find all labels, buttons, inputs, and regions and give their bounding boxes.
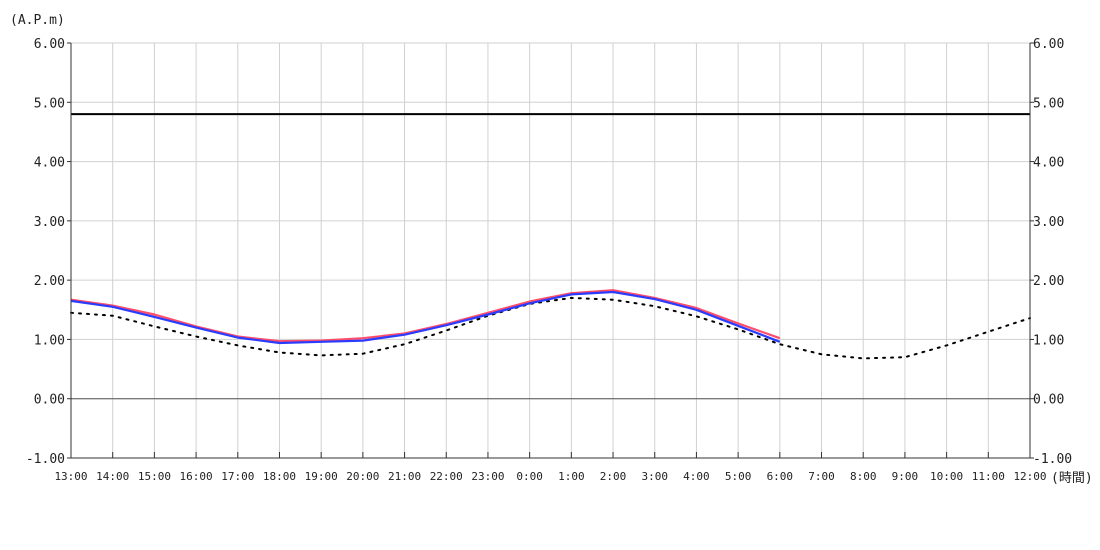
x-tick-label: 20:00 (346, 470, 379, 483)
y-tick-label-right: 5.00 (1033, 96, 1064, 111)
x-tick-label: 19:00 (305, 470, 338, 483)
x-tick-label: 5:00 (725, 470, 752, 483)
x-tick-label: 6:00 (767, 470, 794, 483)
x-tick-label: 16:00 (180, 470, 213, 483)
y-tick-label-left: 6.00 (34, 37, 65, 52)
y-tick-label-right: 3.00 (1033, 215, 1064, 230)
axis-labels: (A.P.m) (時間) 6.00 6.00 5.00 5.00 4.00 4.00 3.0… (10, 13, 1093, 486)
x-axis-title: (時間) (1051, 471, 1093, 486)
series-line-1 (70, 296, 1031, 360)
series-line-2 (70, 289, 781, 343)
x-tick-label: 4:00 (683, 470, 710, 483)
x-tick-label: 7:00 (808, 470, 835, 483)
x-tick-label: 14:00 (96, 470, 129, 483)
x-tick-label: 13:00 (54, 470, 87, 483)
y-tick-label-left: 5.00 (34, 96, 65, 111)
x-tick-label: 3:00 (641, 470, 668, 483)
x-tick-label: 21:00 (388, 470, 421, 483)
x-tick-label: 1:00 (558, 470, 585, 483)
x-tick-label: 23:00 (471, 470, 504, 483)
x-tick-label: 9:00 (892, 470, 919, 483)
reference-lines (71, 113, 1030, 400)
x-tick-label: 12:00 (1013, 470, 1046, 483)
y-tick-label-right: 2.00 (1033, 274, 1064, 289)
y-tick-label-right: 1.00 (1033, 333, 1064, 348)
y-tick-label-left: 4.00 (34, 156, 65, 171)
x-tick-label: 10:00 (930, 470, 963, 483)
axes (67, 42, 1034, 459)
x-tick-label: 22:00 (430, 470, 463, 483)
y-tick-label-right: -1.00 (1033, 452, 1072, 467)
x-tick-label: 0:00 (516, 470, 543, 483)
y-tick-label-left: 0.00 (34, 393, 65, 408)
x-tick-label: 2:00 (600, 470, 627, 483)
grid-layer (70, 42, 1031, 459)
x-tick-label: 15:00 (138, 470, 171, 483)
y-axis-title: (A.P.m) (10, 13, 65, 28)
series-layer (70, 289, 1031, 360)
y-tick-label-left: 2.00 (34, 274, 65, 289)
y-tick-label-left: -1.00 (26, 452, 65, 467)
y-tick-label-left: 3.00 (34, 215, 65, 230)
y-tick-label-right: 6.00 (1033, 37, 1064, 52)
x-tick-label: 18:00 (263, 470, 296, 483)
y-tick-label-right: 0.00 (1033, 393, 1064, 408)
x-tick-label: 11:00 (972, 470, 1005, 483)
x-tick-label: 8:00 (850, 470, 877, 483)
series-line-3 (70, 290, 781, 345)
y-tick-label-left: 1.00 (34, 333, 65, 348)
y-tick-label-right: 4.00 (1033, 156, 1064, 171)
x-tick-label: 17:00 (221, 470, 254, 483)
